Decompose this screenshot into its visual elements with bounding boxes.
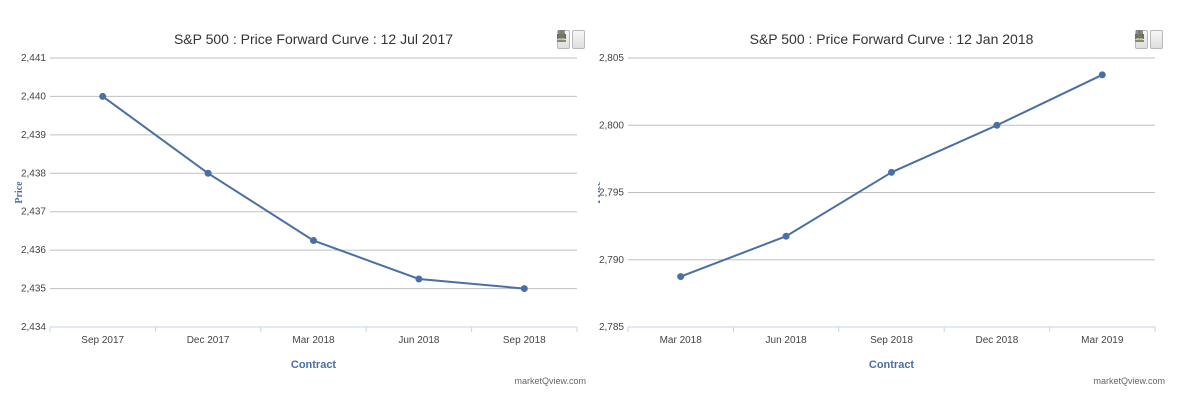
x-tick-label: Dec 2018 [975,335,1018,346]
download-button[interactable] [557,30,585,49]
x-tick-label: Sep 2018 [503,335,546,346]
y-tick-label: 2,800 [599,120,624,131]
data-point[interactable] [677,273,685,281]
chart-panel-jan-2018: S&P 500 : Price Forward Curve : 12 Jan 2… [598,0,1195,400]
y-tick-label: 2,805 [599,53,624,64]
chart-toolbar [1135,30,1163,49]
chart-svg: S&P 500 : Price Forward Curve : 12 Jan 2… [598,31,1165,386]
x-axis-title: Contract [291,359,337,371]
data-point[interactable] [415,275,423,283]
x-tick-label: Jun 2018 [398,335,440,346]
x-tick-label: Jun 2018 [766,335,808,346]
data-point[interactable] [1098,71,1106,79]
y-axis-title: Price [598,181,603,204]
y-tick-label: 2,434 [21,322,46,333]
x-tick-label: Dec 2017 [187,335,230,346]
y-tick-label: 2,440 [21,91,46,102]
data-point[interactable] [99,92,107,100]
y-tick-label: 2,438 [21,168,46,179]
chart-credit[interactable]: marketQview.com [1093,376,1165,386]
x-tick-label: Mar 2018 [660,335,703,346]
data-point[interactable] [782,232,790,240]
download-icon [557,30,566,42]
chart-credit[interactable]: marketQview.com [514,376,586,386]
y-tick-label: 2,795 [599,188,624,199]
x-tick-label: Mar 2019 [1081,335,1124,346]
series-line [102,95,525,290]
y-tick-label: 2,436 [21,245,46,256]
y-tick-label: 2,435 [21,284,46,295]
chart-panel-jul-2017: S&P 500 : Price Forward Curve : 12 Jul 2… [0,0,597,400]
y-tick-label: 2,785 [599,322,624,333]
data-point[interactable] [310,237,317,245]
chart-svg: S&P 500 : Price Forward Curve : 12 Jul 2… [14,31,586,386]
download-icon [1135,30,1144,42]
y-axis-title: Price [14,181,25,204]
x-tick-label: Sep 2017 [81,335,124,346]
x-axis-title: Contract [869,359,915,371]
y-tick-label: 2,437 [21,207,46,218]
data-point[interactable] [520,285,528,293]
data-point[interactable] [888,168,895,176]
data-point[interactable] [204,169,212,177]
chart-toolbar [557,30,585,49]
x-tick-label: Mar 2018 [292,335,335,346]
chart-title: S&P 500 : Price Forward Curve : 12 Jul 2… [174,31,453,47]
y-tick-label: 2,790 [599,255,624,266]
y-tick-label: 2,439 [21,130,46,141]
y-tick-label: 2,441 [21,53,46,64]
data-point[interactable] [993,121,1001,129]
x-tick-label: Sep 2018 [870,335,913,346]
chart-title: S&P 500 : Price Forward Curve : 12 Jan 2… [750,31,1034,47]
download-button[interactable] [1135,30,1163,49]
